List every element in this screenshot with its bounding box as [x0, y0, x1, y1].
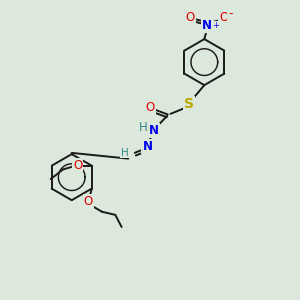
Text: O: O [219, 11, 228, 24]
Text: H: H [139, 121, 148, 134]
Text: +: + [212, 21, 219, 30]
Text: H: H [121, 148, 129, 158]
Text: S: S [184, 97, 194, 111]
Text: N: N [142, 140, 152, 153]
Text: O: O [73, 159, 83, 172]
Text: N: N [149, 124, 159, 137]
Text: N: N [202, 19, 212, 32]
Text: O: O [146, 101, 155, 114]
Text: -: - [228, 8, 233, 20]
Text: O: O [84, 195, 93, 208]
Text: O: O [186, 11, 195, 24]
